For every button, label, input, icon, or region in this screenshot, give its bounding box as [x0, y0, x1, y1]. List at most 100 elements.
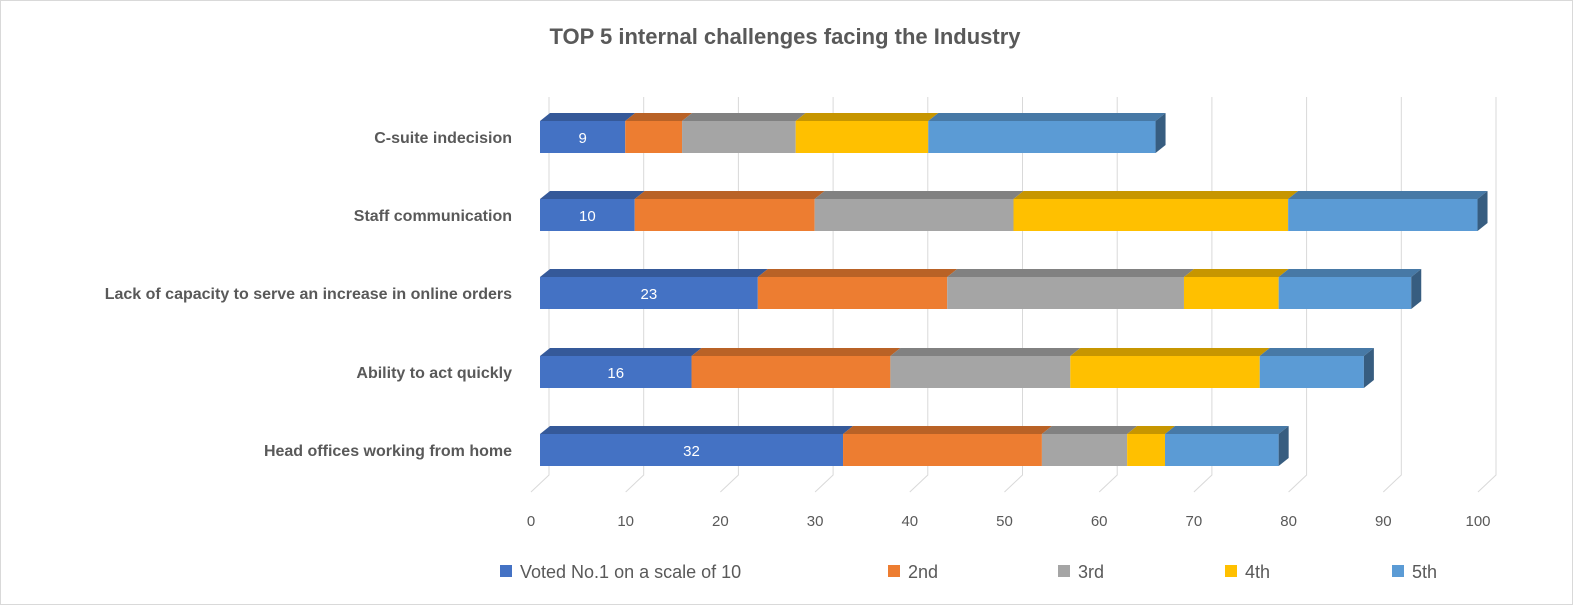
bar-top-face — [1127, 426, 1176, 434]
bar-top-face — [890, 348, 1081, 356]
category-label: Ability to act quickly — [356, 365, 512, 382]
bar-front-face — [843, 434, 1042, 466]
bar-top-face — [814, 191, 1024, 199]
bar-segment — [682, 113, 806, 153]
bar-front-face — [1013, 199, 1289, 231]
bar-segment — [1278, 269, 1422, 309]
bar-front-face — [1259, 356, 1364, 388]
bar-top-face — [540, 426, 854, 434]
bar-top-face — [540, 269, 768, 277]
bar-front-face — [691, 356, 891, 388]
bar-top-face — [1259, 348, 1374, 356]
bar-side-face — [1363, 348, 1374, 388]
category-label: Head offices working from home — [264, 443, 512, 460]
bar-top-face — [625, 113, 693, 121]
bar-segment: 23 — [540, 269, 768, 309]
x-tick-label: 60 — [1091, 513, 1108, 530]
bar-segment — [1013, 191, 1299, 231]
data-label: 10 — [579, 208, 596, 225]
bar-segment — [691, 348, 901, 388]
bar-segment: 32 — [540, 426, 854, 466]
x-tick-label: 50 — [996, 513, 1013, 530]
chart-title: TOP 5 internal challenges facing the Ind… — [549, 24, 1021, 49]
bar-segment — [1288, 191, 1488, 231]
bar-segment — [795, 113, 939, 153]
bar-front-face — [634, 199, 815, 231]
bar-top-face — [1165, 426, 1289, 434]
legend-item[interactable]: 2nd — [888, 562, 938, 582]
bar-front-face — [540, 434, 844, 466]
bar-segment — [1259, 348, 1374, 388]
bar-front-face — [540, 199, 635, 231]
bar-segment — [843, 426, 1052, 466]
bar-top-face — [540, 348, 702, 356]
legend-item[interactable]: 3rd — [1058, 562, 1104, 582]
bar-top-face — [691, 348, 901, 356]
bar-top-face — [540, 191, 645, 199]
bar-front-face — [757, 277, 948, 309]
bar-segment — [1041, 426, 1138, 466]
bar-front-face — [947, 277, 1184, 309]
legend-label: 4th — [1245, 562, 1270, 582]
bar-front-face — [625, 121, 683, 153]
bar-segment — [1183, 269, 1289, 309]
bar-side-face — [1278, 426, 1289, 466]
bar-front-face — [1165, 434, 1279, 466]
category-label: C-suite indecision — [374, 130, 512, 147]
bar-front-face — [540, 277, 758, 309]
bar-segment — [757, 269, 958, 309]
bar-top-face — [928, 113, 1166, 121]
bar-top-face — [634, 191, 825, 199]
bar-front-face — [928, 121, 1156, 153]
bar-top-face — [1041, 426, 1138, 434]
bar-front-face — [540, 356, 692, 388]
category-label: Lack of capacity to serve an increase in… — [105, 286, 512, 303]
bar-segment — [928, 113, 1166, 153]
legend-item[interactable]: 4th — [1225, 562, 1270, 582]
legend-item[interactable]: Voted No.1 on a scale of 10 — [500, 562, 741, 582]
legend-swatch — [888, 565, 900, 577]
x-tick-label: 20 — [712, 513, 729, 530]
bar-front-face — [1070, 356, 1260, 388]
bar-top-face — [843, 426, 1052, 434]
bar-front-face — [682, 121, 796, 153]
bar-side-face — [1411, 269, 1422, 309]
bar-front-face — [1288, 199, 1478, 231]
bar-segment — [1070, 348, 1270, 388]
bar-segment — [814, 191, 1024, 231]
bar-front-face — [1041, 434, 1128, 466]
gridline — [1477, 97, 1497, 493]
bar-top-face — [795, 113, 939, 121]
data-label: 23 — [641, 286, 658, 303]
x-tick-label: 0 — [527, 513, 535, 530]
x-tick-label: 100 — [1465, 513, 1490, 530]
legend-label: 3rd — [1078, 562, 1104, 582]
category-label: Staff communication — [354, 208, 512, 225]
bar-top-face — [1013, 191, 1299, 199]
data-label: 32 — [683, 443, 700, 460]
legend-swatch — [1392, 565, 1404, 577]
legend-swatch — [1058, 565, 1070, 577]
bar-top-face — [947, 269, 1194, 277]
x-tick-label: 10 — [617, 513, 634, 530]
bar-top-face — [1288, 191, 1488, 199]
x-tick-label: 80 — [1280, 513, 1297, 530]
bar-front-face — [795, 121, 929, 153]
bar-front-face — [1183, 277, 1279, 309]
bar-top-face — [1278, 269, 1422, 277]
bar-top-face — [1070, 348, 1270, 356]
bar-segment — [1127, 426, 1176, 466]
legend-label: Voted No.1 on a scale of 10 — [520, 562, 741, 582]
bar-segment: 9 — [540, 113, 636, 153]
bar-top-face — [682, 113, 806, 121]
legend-label: 2nd — [908, 562, 938, 582]
data-label: 9 — [578, 130, 586, 147]
bar-segment — [947, 269, 1194, 309]
legend-item[interactable]: 5th — [1392, 562, 1437, 582]
legend-swatch — [500, 565, 512, 577]
bar-front-face — [1127, 434, 1166, 466]
bar-side-face — [1477, 191, 1488, 231]
bar-side-face — [1155, 113, 1166, 153]
legend-label: 5th — [1412, 562, 1437, 582]
